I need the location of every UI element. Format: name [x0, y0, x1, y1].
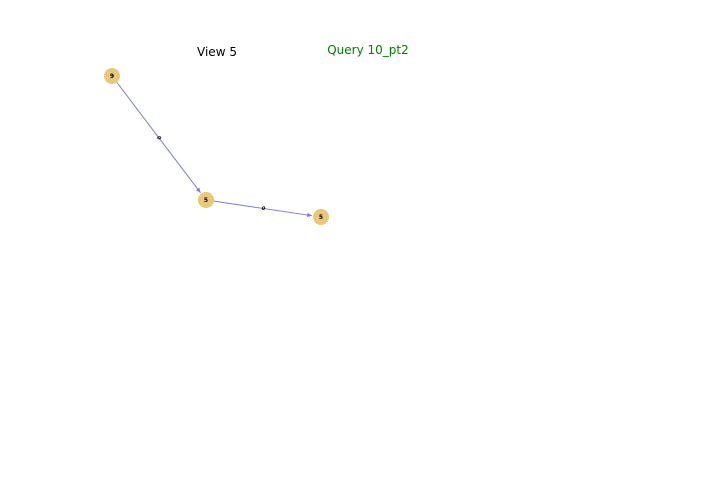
graph-node: 5	[198, 192, 214, 208]
node-label: 5	[319, 214, 323, 221]
edges-layer: 00	[116, 82, 313, 218]
edge-label: 0	[261, 206, 266, 213]
edge-a-b	[116, 82, 201, 194]
node-label: 5	[204, 197, 208, 204]
edge-b-c	[213, 200, 313, 218]
node-circle	[104, 68, 120, 84]
query-title: Query 10_pt2	[327, 43, 409, 57]
node-label: 9	[110, 73, 114, 80]
graph-node: 9	[104, 68, 120, 84]
view-title: View 5	[197, 45, 237, 59]
node-circle	[313, 209, 329, 225]
edge-label: 0	[155, 135, 162, 142]
nodes-layer: 9 5 5	[104, 68, 329, 225]
graph-node: 5	[313, 209, 329, 225]
node-circle	[198, 192, 214, 208]
